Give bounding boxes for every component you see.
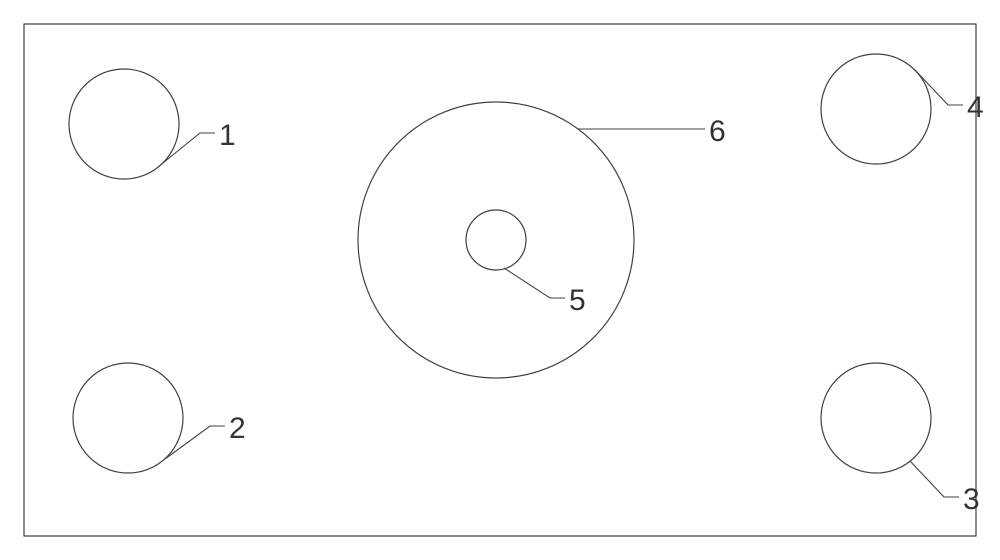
leader-label-l1: 1 xyxy=(219,119,236,152)
leader-label-l5: 5 xyxy=(569,284,586,317)
leader-label-l4: 4 xyxy=(967,91,984,124)
leader-label-l3: 3 xyxy=(963,483,980,516)
leader-label-l2: 2 xyxy=(229,412,246,445)
leader-label-l6: 6 xyxy=(709,115,726,148)
canvas-background xyxy=(0,0,1000,560)
